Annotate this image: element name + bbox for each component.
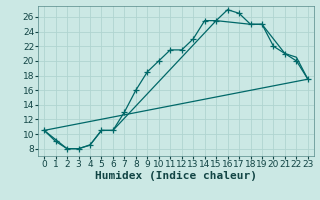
X-axis label: Humidex (Indice chaleur): Humidex (Indice chaleur) [95,171,257,181]
